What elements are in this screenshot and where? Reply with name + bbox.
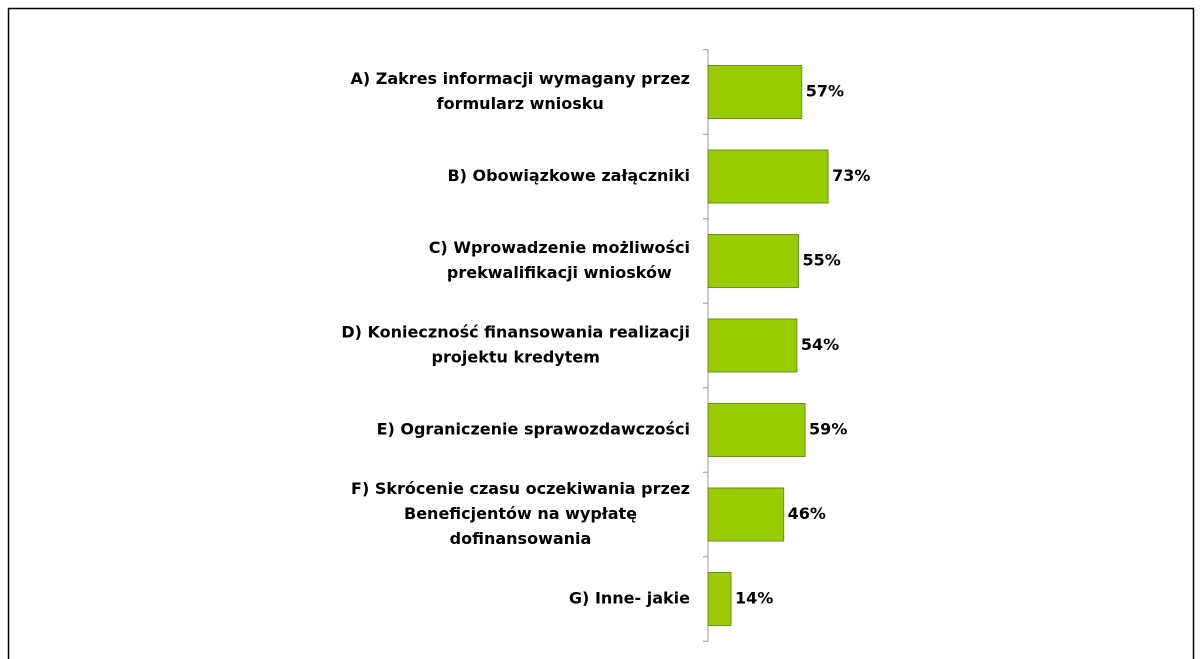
category-label: A) Zakres informacji wymagany przez	[351, 69, 691, 88]
bar	[707, 65, 803, 119]
category-label: F) Skrócenie czasu oczekiwania przez	[351, 479, 690, 498]
category-label: formularz wniosku	[437, 94, 604, 113]
category-label: G) Inne- jakie	[569, 589, 690, 608]
category-label: C) Wprowadzenie możliwości	[429, 238, 690, 257]
category-label: prekwalifikacji wniosków	[447, 263, 672, 282]
bar	[707, 572, 732, 626]
value-label: 73%	[832, 166, 870, 185]
category-label: D) Konieczność finansowania realizacji	[341, 323, 690, 342]
value-label: 57%	[806, 82, 844, 101]
value-label: 55%	[802, 251, 840, 270]
frame	[7, 7, 1195, 659]
bar	[707, 149, 829, 204]
category-label: E) Ograniczenie sprawozdawczości	[377, 420, 690, 439]
category-label: Beneficjentów na wypłatę	[404, 504, 637, 523]
bar	[707, 487, 785, 542]
value-label: 14%	[735, 589, 773, 608]
value-label: 54%	[801, 335, 839, 354]
bar	[707, 318, 798, 373]
value-label: 46%	[788, 504, 826, 523]
category-label: projektu kredytem	[432, 348, 600, 367]
value-label: 59%	[809, 420, 847, 439]
category-label: dofinansowania	[450, 529, 592, 548]
bar	[707, 234, 799, 288]
bar	[707, 403, 806, 457]
category-label: B) Obowiązkowe załączniki	[447, 166, 690, 185]
